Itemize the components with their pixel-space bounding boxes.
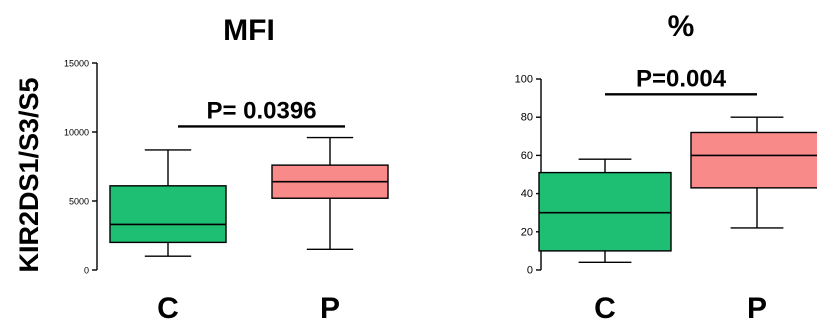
y-tick-label: 5000 [69, 197, 89, 207]
category-label-P: P [320, 292, 340, 325]
box-C [538, 158, 672, 264]
box-P [690, 116, 817, 229]
box-iqr [538, 171, 672, 252]
box-P [271, 136, 389, 251]
box-C [109, 149, 227, 257]
y-tick-label: 100 [515, 74, 533, 86]
box-iqr [690, 131, 817, 189]
chart-mfi: MFI 0 5000 10000 15000 C P P= 0.0396 [64, 14, 389, 325]
chart-title: % [668, 10, 695, 43]
y-tick-label: 10000 [64, 128, 89, 138]
y-tick-label: 0 [84, 266, 89, 276]
y-tick-label: 0 [527, 265, 533, 277]
chart-percent: % 0 20 40 60 80 100 C P P=0.004 [515, 10, 817, 325]
p-value-label: P=0.004 [636, 65, 727, 92]
box-iqr [109, 185, 227, 244]
y-tick-label: 80 [521, 112, 533, 124]
chart-title: MFI [223, 14, 275, 47]
y-tick-label: 40 [521, 188, 533, 200]
y-tick-label: 60 [521, 150, 533, 162]
y-tick-label: 20 [521, 226, 533, 238]
y-tick-label: 15000 [64, 59, 89, 69]
p-value-label: P= 0.0396 [206, 97, 316, 124]
category-label-P: P [747, 292, 767, 325]
y-axis-label: KIR2DS1/S3/S5 [14, 77, 44, 272]
category-label-C: C [157, 292, 179, 325]
category-label-C: C [594, 292, 616, 325]
